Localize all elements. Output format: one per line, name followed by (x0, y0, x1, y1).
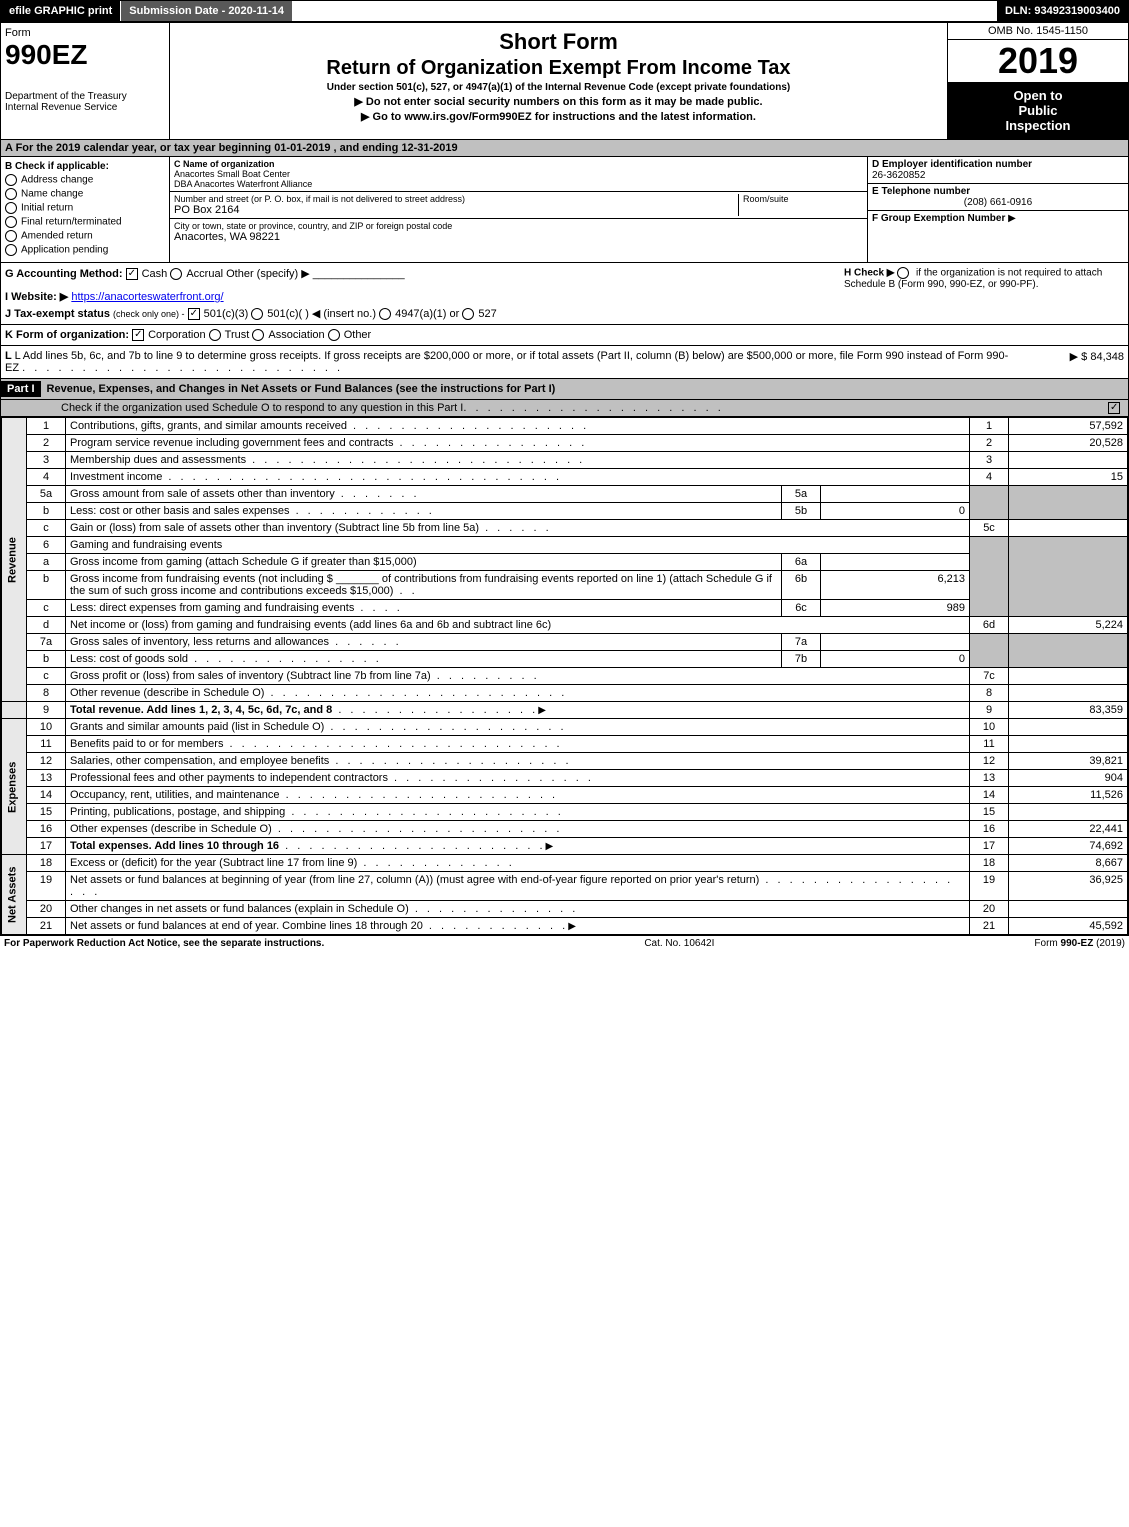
form-container: Form 990EZ Department of the Treasury In… (0, 22, 1129, 936)
ein-label: D Employer identification number (872, 159, 1124, 170)
tax-period: A For the 2019 calendar year, or tax yea… (1, 140, 1128, 157)
ein: 26-3620852 (872, 170, 1124, 181)
main-title: Return of Organization Exempt From Incom… (174, 57, 943, 80)
short-form-title: Short Form (174, 29, 943, 55)
org-dba: DBA Anacortes Waterfront Alliance (174, 179, 863, 189)
checkbox-icon[interactable] (1108, 402, 1120, 414)
check-icon[interactable] (897, 267, 909, 279)
checkbox-icon[interactable] (132, 329, 144, 341)
check-icon[interactable] (379, 308, 391, 320)
under-section: Under section 501(c), 527, or 4947(a)(1)… (174, 82, 943, 93)
revenue-table: Revenue 1 Contributions, gifts, grants, … (1, 417, 1128, 935)
initial-return: Initial return (21, 203, 73, 214)
check-icon[interactable] (5, 188, 17, 200)
city: Anacortes, WA 98221 (174, 231, 863, 243)
group-label: F Group Exemption Number (872, 213, 1005, 224)
checkbox-icon[interactable] (126, 268, 138, 280)
top-bar: efile GRAPHIC print Submission Date - 20… (0, 0, 1129, 22)
room-label: Room/suite (743, 194, 863, 204)
check-icon[interactable] (170, 268, 182, 280)
g-label: G Accounting Method: (5, 268, 123, 280)
form-number: 990EZ (5, 39, 165, 71)
c-name-label: C Name of organization (174, 159, 863, 169)
check-icon[interactable] (209, 329, 221, 341)
form-label: Form (5, 27, 165, 39)
app-pending: Application pending (21, 245, 108, 256)
city-label: City or town, state or province, country… (174, 221, 863, 231)
phone-label: E Telephone number (872, 186, 1124, 197)
check-icon[interactable] (252, 329, 264, 341)
netassets-section-label: Net Assets (2, 855, 27, 935)
final-return: Final return/terminated (21, 217, 122, 228)
amended-return: Amended return (21, 231, 93, 242)
open-to-public: Open to Public Inspection (948, 82, 1128, 139)
i-label: I Website: ▶ (5, 291, 68, 303)
name-change: Name change (21, 189, 83, 200)
no-ssn-notice: ▶ Do not enter social security numbers o… (174, 95, 943, 108)
schedule-o-check: Check if the organization used Schedule … (1, 400, 1128, 417)
check-icon[interactable] (5, 174, 17, 186)
part-1-header: Part I Revenue, Expenses, and Changes in… (1, 379, 1128, 400)
addr-change: Address change (21, 175, 93, 186)
revenue-section-label: Revenue (2, 418, 27, 702)
arrow-icon: ▶ (1008, 213, 1016, 224)
check-icon[interactable] (5, 244, 17, 256)
dept-label: Department of the Treasury (5, 91, 165, 102)
footer-right: Form 990-EZ (2019) (1034, 938, 1125, 949)
dln: DLN: 93492319003400 (997, 1, 1128, 21)
submission-date: Submission Date - 2020-11-14 (120, 1, 292, 21)
irs-label: Internal Revenue Service (5, 102, 165, 113)
checkbox-icon[interactable] (188, 308, 200, 320)
l-text: L L Add lines 5b, 6c, and 7b to line 9 t… (5, 350, 1014, 374)
tax-year: 2019 (948, 40, 1128, 82)
k-label: K Form of organization: (5, 329, 129, 341)
footer-center: Cat. No. 10642I (644, 938, 714, 949)
org-name: Anacortes Small Boat Center (174, 169, 863, 179)
phone: (208) 661-0916 (872, 197, 1124, 208)
check-icon[interactable] (462, 308, 474, 320)
info-block: B Check if applicable: Address change Na… (1, 157, 1128, 263)
expenses-section-label: Expenses (2, 719, 27, 855)
check-icon[interactable] (5, 230, 17, 242)
website-link[interactable]: https://anacorteswaterfront.org/ (71, 291, 223, 303)
omb-number: OMB No. 1545-1150 (948, 23, 1128, 40)
l-amount: ▶ $ 84,348 (1014, 350, 1124, 374)
check-icon[interactable] (5, 216, 17, 228)
efile-button[interactable]: efile GRAPHIC print (1, 1, 120, 21)
header: Form 990EZ Department of the Treasury In… (1, 23, 1128, 140)
street: PO Box 2164 (174, 204, 738, 216)
check-icon[interactable] (328, 329, 340, 341)
footer: For Paperwork Reduction Act Notice, see … (0, 936, 1129, 951)
street-label: Number and street (or P. O. box, if mail… (174, 194, 738, 204)
h-label: H Check ▶ (844, 268, 894, 279)
b-label: B Check if applicable: (5, 161, 165, 172)
check-icon[interactable] (251, 308, 263, 320)
j-label: J Tax-exempt status (5, 308, 110, 320)
goto-link[interactable]: ▶ Go to www.irs.gov/Form990EZ for instru… (174, 110, 943, 123)
footer-left: For Paperwork Reduction Act Notice, see … (4, 938, 324, 949)
check-icon[interactable] (5, 202, 17, 214)
